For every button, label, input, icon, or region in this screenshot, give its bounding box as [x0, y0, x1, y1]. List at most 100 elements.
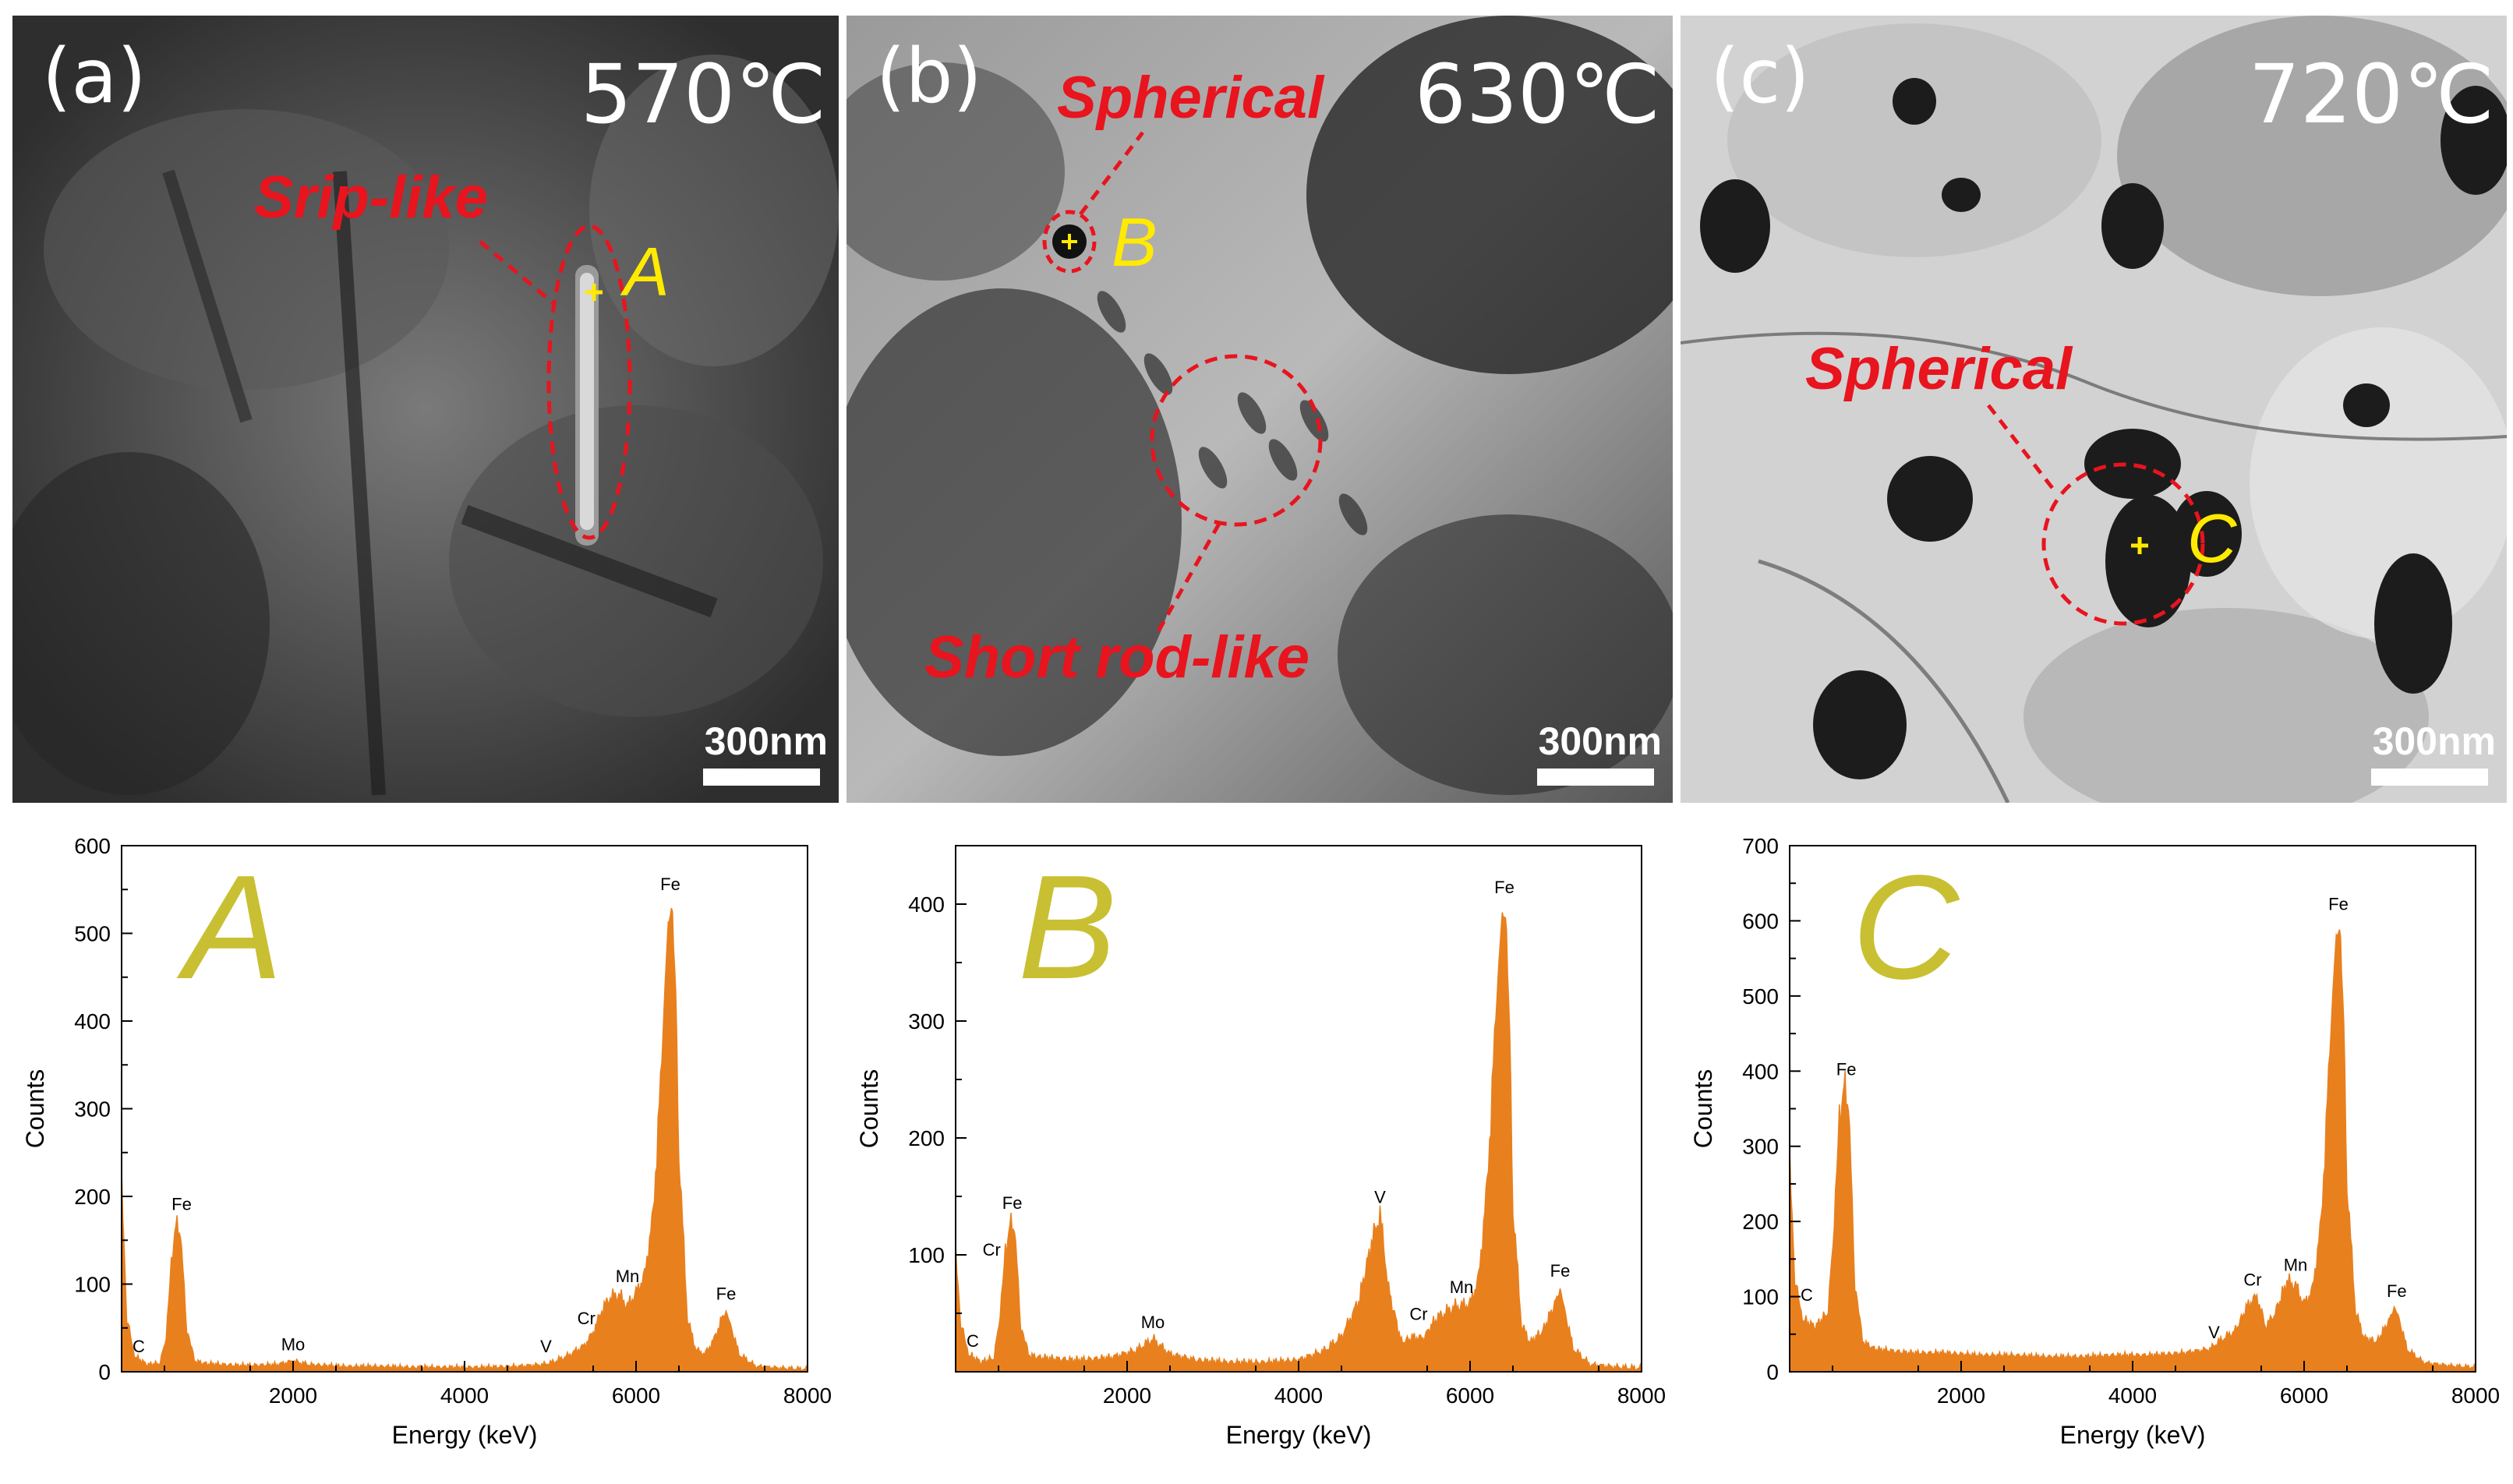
y-tick-label: 300 — [908, 1009, 945, 1034]
tem-micrograph-c — [1681, 16, 2507, 803]
point-marker-b — [1062, 234, 1077, 249]
y-tick-label: 500 — [74, 922, 111, 946]
eds-spectrum-a-svg: A 2000 4000 6000 8000 0 100 200 300 400 500 600 Ener… — [21, 834, 832, 1449]
x-tick-label: 6000 — [1446, 1383, 1494, 1408]
y-tick-label: 700 — [1742, 834, 1779, 858]
y-tick-label: 400 — [908, 892, 945, 917]
tem-image-a: (a) 570℃ Srip-like A 300nm — [12, 16, 839, 803]
particle-outline-a — [546, 224, 632, 540]
scale-bar-text-a: 300nm — [704, 719, 828, 763]
x-tick-label: 6000 — [2280, 1383, 2328, 1408]
scale-bar-text-b: 300nm — [1538, 719, 1662, 763]
point-label-b: B — [1112, 203, 1158, 281]
peak-label: V — [540, 1337, 552, 1356]
eds-spectrum-b: B 2000 4000 6000 8000 100 200 300 400 Energy (keV… — [847, 811, 1673, 1481]
point-label-a: A — [624, 233, 670, 310]
annotation-strip-like: Srip-like — [254, 164, 488, 231]
annotation-overlay-b — [1042, 131, 1323, 633]
particle-outline-b-rod — [1150, 354, 1323, 527]
annotation-overlay-c — [1987, 404, 2205, 626]
tem-image-c: (c) 720℃ Spherical C 300nm — [1681, 16, 2507, 803]
y-tick-label: 200 — [1742, 1210, 1779, 1234]
x-axis-label: Energy (keV) — [2060, 1421, 2206, 1449]
peak-label: Cr — [578, 1309, 596, 1328]
y-tick-label: 200 — [74, 1185, 111, 1209]
annotation-spherical-c: Spherical — [1805, 336, 2073, 402]
spectrum-area — [1789, 929, 2476, 1373]
peak-label: C — [1801, 1285, 1813, 1305]
y-tick-label: 200 — [908, 1126, 945, 1150]
x-tick-label: 4000 — [1274, 1383, 1323, 1408]
peak-label: Fe — [2328, 894, 2349, 913]
peak-label: Mn — [1450, 1277, 1474, 1297]
peak-label: V — [1374, 1188, 1386, 1207]
peak-label: C — [133, 1337, 145, 1356]
temperature-b: 630℃ — [1414, 47, 1660, 142]
spectrum-area — [955, 912, 1642, 1373]
peak-label: Mn — [2284, 1255, 2308, 1274]
scale-bar-text-c: 300nm — [2372, 719, 2496, 763]
annotation-overlay-a — [479, 224, 632, 540]
peak-label: Fe — [2387, 1281, 2407, 1301]
peak-label: C — [967, 1331, 979, 1351]
x-axis-label: Energy (keV) — [392, 1421, 538, 1449]
y-tick-label: 500 — [1742, 984, 1779, 1009]
x-tick-label: 2000 — [1937, 1383, 1985, 1408]
temperature-c: 720℃ — [2248, 47, 2494, 142]
x-axis-label: Energy (keV) — [1226, 1421, 1372, 1449]
particle-outline-b-spherical — [1042, 210, 1097, 274]
peak-label: Mo — [281, 1335, 306, 1355]
eds-spectrum-c: C 2000 4000 6000 8000 0 100 200 300 400 500 600 700 E… — [1681, 811, 2507, 1481]
leader-line-c — [1987, 404, 2056, 493]
peak-label: Fe — [1494, 878, 1515, 897]
x-tick-label: 2000 — [269, 1383, 317, 1408]
temperature-a: 570℃ — [580, 47, 826, 142]
annotation-spherical-b: Spherical — [1057, 65, 1324, 131]
peak-label: Fe — [1002, 1193, 1023, 1213]
eds-spectrum-c-svg: C 2000 4000 6000 8000 0 100 200 300 400 500 600 700 E… — [1689, 834, 2500, 1449]
eds-spectrum-b-svg: B 2000 4000 6000 8000 100 200 300 400 Energy (keV… — [855, 845, 1666, 1449]
y-tick-label: 100 — [1742, 1285, 1779, 1309]
y-tick-label: 0 — [1766, 1360, 1779, 1384]
panel-label-a: (a) — [42, 33, 147, 120]
peak-label: Cr — [1409, 1305, 1427, 1324]
peak-label: Fe — [171, 1195, 192, 1214]
eds-spectrum-a: A 2000 4000 6000 8000 0 100 200 300 400 500 600 Ener… — [12, 811, 839, 1481]
leader-line-a — [479, 240, 556, 306]
tem-image-b: (b) 630℃ Spherical Short rod-like B 300n… — [847, 16, 1673, 803]
scale-bar-b — [1537, 768, 1654, 786]
tem-micrograph-b — [847, 16, 1673, 803]
y-tick-label: 100 — [74, 1273, 111, 1297]
peak-label: V — [2208, 1323, 2220, 1342]
peak-label: Cr — [983, 1240, 1001, 1260]
particle-outline-c — [2041, 462, 2205, 626]
x-tick-label: 8000 — [783, 1383, 832, 1408]
y-tick-label: 300 — [1742, 1135, 1779, 1159]
x-tick-label: 8000 — [1617, 1383, 1666, 1408]
y-tick-label: 400 — [1742, 1059, 1779, 1083]
peak-label: Fe — [660, 874, 680, 894]
y-tick-label: 400 — [74, 1009, 111, 1034]
scale-bar-a — [703, 768, 820, 786]
peak-label: Fe — [1836, 1060, 1857, 1079]
scale-bar-c — [2371, 768, 2488, 786]
y-tick-label: 600 — [1742, 909, 1779, 933]
peak-label: Cr — [2243, 1270, 2261, 1290]
y-axis-label: Counts — [21, 1069, 49, 1148]
x-tick-label: 6000 — [612, 1383, 660, 1408]
spectrum-big-label: B — [1018, 845, 1117, 1010]
spectrum-big-label: C — [1852, 845, 1960, 1010]
spectrum-big-label: A — [176, 845, 283, 1010]
point-marker-c — [2131, 537, 2148, 554]
panel-label-b: (b) — [876, 33, 982, 120]
x-tick-label: 4000 — [2108, 1383, 2157, 1408]
annotation-short-rod-like: Short rod-like — [924, 624, 1310, 691]
panel-label-c: (c) — [1710, 33, 1810, 120]
peak-label: Fe — [1550, 1261, 1571, 1281]
point-marker-a — [585, 284, 603, 301]
peak-label: Mn — [616, 1267, 640, 1286]
peak-label: Mo — [1141, 1313, 1165, 1332]
y-tick-label: 100 — [908, 1243, 945, 1267]
peak-label: Fe — [716, 1284, 737, 1303]
spectrum-area — [121, 907, 808, 1373]
